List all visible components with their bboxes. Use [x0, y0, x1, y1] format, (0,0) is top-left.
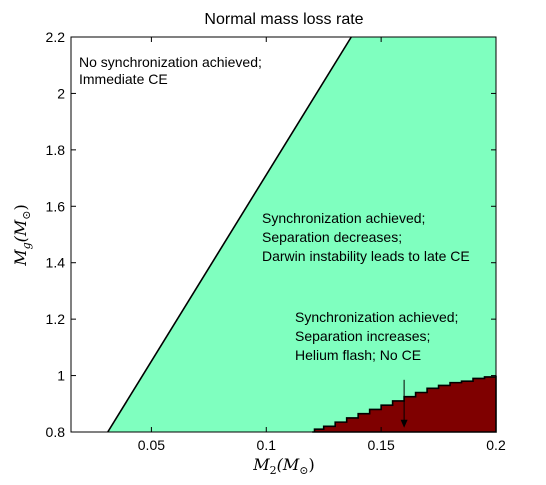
- x-axis-label-sub: 2: [270, 464, 277, 477]
- plot-area: [71, 36, 497, 433]
- x-axis-label-main: M: [252, 455, 270, 474]
- y-tick-label: 1.6: [46, 198, 66, 214]
- y-axis-label-main: M: [11, 249, 30, 267]
- helium-flash-arrow: [400, 379, 408, 428]
- y-tick-label: 1: [57, 368, 65, 384]
- x-axis-label-close: ): [308, 455, 314, 474]
- plot-frame: [70, 36, 497, 433]
- y-tick-label: 1.4: [46, 255, 66, 271]
- x-axis-ticks: 0.05 0.1 0.15 0.2: [138, 37, 506, 453]
- x-tick-label: 0.2: [486, 437, 506, 453]
- chart-title: Normal mass loss rate: [204, 11, 363, 28]
- y-tick-label: 0.8: [46, 424, 66, 440]
- x-axis-label-sun: ⊙: [299, 464, 308, 477]
- y-axis-label-close: ): [11, 204, 30, 210]
- annotation-no-sync-line-2: Immediate CE: [79, 71, 168, 87]
- x-tick-label: 0.05: [138, 437, 165, 453]
- x-axis-label: M2(M⊙): [252, 455, 314, 477]
- annotation-sync-increases-line-2: Separation increases;: [295, 328, 430, 344]
- x-tick-label: 0.15: [368, 437, 395, 453]
- annotation-no-sync-line-1: No synchronization achieved;: [79, 54, 262, 70]
- annotation-sync-decreases-line-2: Separation decreases;: [262, 229, 402, 245]
- arrow-head: [400, 419, 408, 428]
- x-tick-label: 0.1: [257, 437, 277, 453]
- annotation-no-sync: No synchronization achieved; Immediate C…: [79, 54, 266, 87]
- y-tick-label: 2.2: [46, 29, 66, 45]
- x-axis-label-paren: (M: [277, 455, 300, 474]
- annotation-sync-decreases-line-3: Darwin instability leads to late CE: [262, 248, 470, 264]
- annotation-sync-increases: Synchronization achieved; Separation inc…: [295, 309, 462, 363]
- y-tick-label: 2: [57, 85, 65, 101]
- y-axis-label: Mg(M⊙): [11, 204, 33, 267]
- synchronization-boundary-line: [107, 36, 352, 433]
- y-axis-label-sub: g: [20, 242, 33, 249]
- synchronization-decreasing-region: [107, 37, 496, 432]
- annotation-sync-increases-line-3: Helium flash; No CE: [295, 347, 421, 363]
- y-tick-label: 1.8: [46, 142, 66, 158]
- annotations: No synchronization achieved; Immediate C…: [79, 54, 470, 363]
- annotation-sync-decreases-line-1: Synchronization achieved;: [262, 210, 425, 226]
- annotation-sync-increases-line-1: Synchronization achieved;: [295, 309, 458, 325]
- y-axis-ticks: 0.8 1 1.2 1.4 1.6 1.8 2 2.2: [46, 29, 496, 440]
- y-axis-label-sun: ⊙: [20, 210, 33, 219]
- y-tick-label: 1.2: [46, 311, 66, 327]
- annotation-sync-decreases: Synchronization achieved; Separation dec…: [262, 210, 470, 264]
- y-axis-label-paren: (M: [11, 219, 30, 242]
